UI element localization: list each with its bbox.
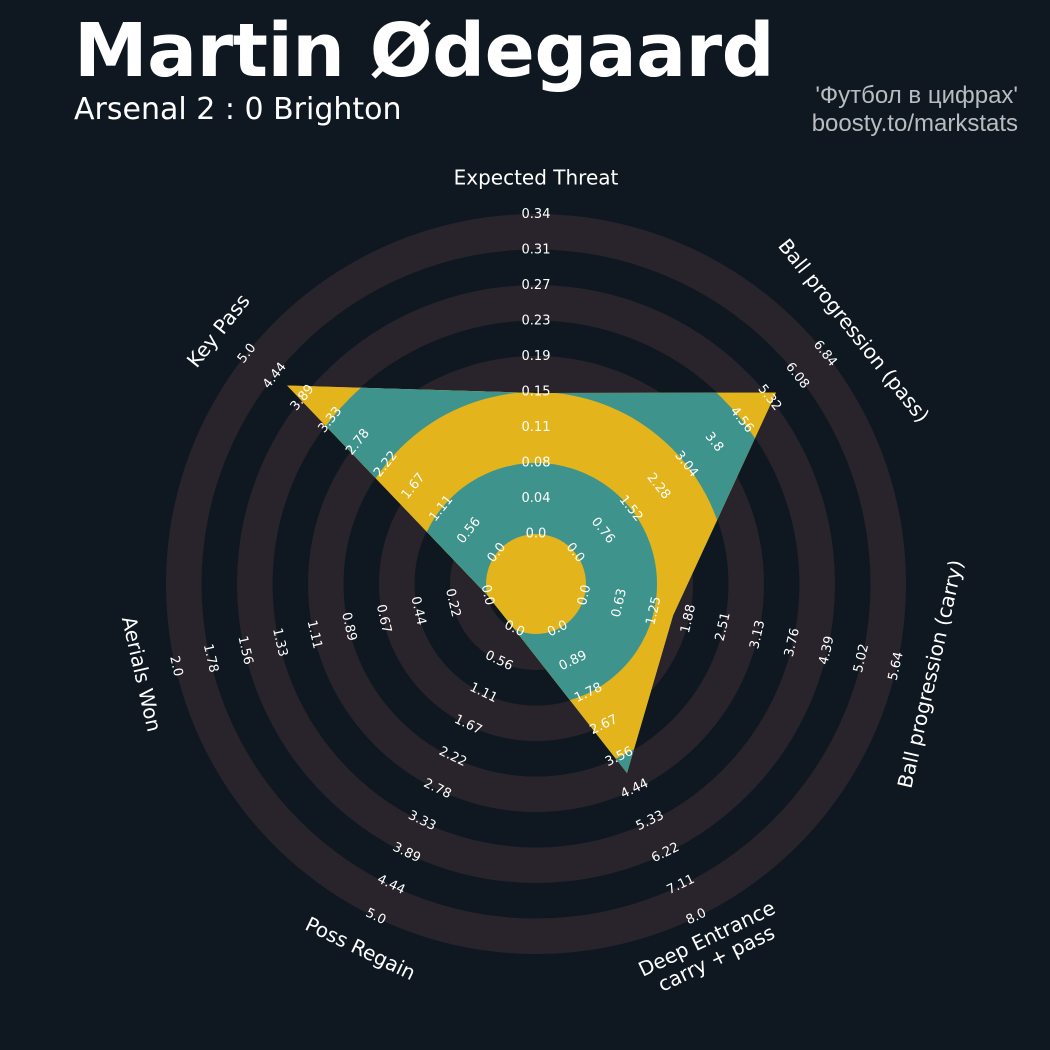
- tick-label: 0.0: [478, 583, 497, 607]
- credit-line-2: boosty.to/markstats: [811, 110, 1018, 137]
- tick-label: 0.0: [526, 527, 547, 542]
- tick-label: 1.33: [269, 627, 290, 659]
- player-title: Martin Ødegaard: [74, 8, 775, 94]
- credit-line-1: 'Футбол в цифрах': [815, 82, 1018, 109]
- tick-label: 0.44: [407, 595, 428, 627]
- tick-label: 0.63: [609, 587, 630, 619]
- value-band: [486, 534, 586, 634]
- tick-label: 1.11: [304, 619, 325, 651]
- tick-label: 3.13: [747, 619, 768, 651]
- tick-label: 0.11: [522, 420, 551, 435]
- tick-label: 0.89: [338, 611, 359, 643]
- tick-label: 3.76: [782, 627, 803, 659]
- tick-label: 5.02: [851, 643, 872, 675]
- tick-label: 0.31: [522, 243, 551, 258]
- tick-label: 0.34: [522, 207, 551, 222]
- parameter-label: Expected Threat: [454, 165, 619, 189]
- tick-label: 1.56: [234, 635, 255, 667]
- tick-label: 0.27: [522, 278, 551, 293]
- parameter-label: Aerials Won: [117, 614, 167, 734]
- tick-label: 0.67: [373, 603, 394, 635]
- tick-label: 2.51: [713, 611, 734, 643]
- match-subtitle: Arsenal 2 : 0 Brighton: [74, 92, 402, 127]
- tick-label: 0.08: [522, 456, 551, 471]
- tick-label: 0.15: [522, 385, 551, 400]
- tick-label: 1.78: [200, 643, 221, 675]
- tick-label: 0.0: [575, 583, 594, 607]
- tick-label: 1.88: [678, 603, 699, 635]
- tick-label: 0.19: [522, 349, 551, 364]
- tick-label: 0.04: [522, 491, 551, 506]
- tick-label: 1.25: [643, 595, 664, 627]
- tick-label: 4.39: [816, 635, 837, 667]
- tick-label: 2.0: [166, 654, 185, 678]
- tick-label: 0.23: [522, 314, 551, 329]
- tick-label: 0.22: [442, 587, 463, 619]
- tick-label: 5.64: [886, 650, 907, 682]
